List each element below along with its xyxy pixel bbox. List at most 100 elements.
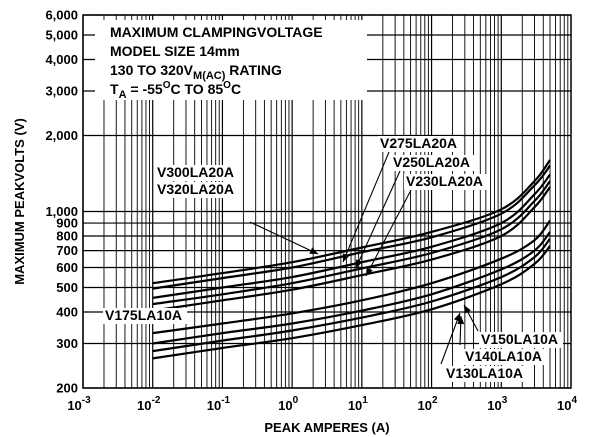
y-tick-label: 800 (56, 228, 78, 243)
note-line-3-main: 130 TO 320V (110, 62, 194, 78)
series-line-v140la10a (152, 237, 551, 353)
note-line-4-symbol: T (110, 81, 119, 97)
series-line-v250la20a (152, 180, 551, 306)
note-background (95, 20, 367, 100)
label-bg-v250la20a (391, 155, 476, 171)
x-tick-label: 100 (278, 395, 298, 413)
y-axis-title: MAXIMUM PEAKVOLTS (V) (12, 118, 27, 285)
series-line-v175la10a (152, 219, 551, 335)
note-line-4-subscript: A (119, 89, 127, 101)
note-line-4-part-c: C TO 85 (171, 81, 224, 97)
note-line-3-rest: RATING (225, 62, 282, 78)
x-tick-exponent: 4 (571, 395, 577, 406)
label-bg-v175la10a (103, 308, 188, 324)
plot-frame (82, 14, 572, 389)
series-line-v320la20a (152, 159, 551, 285)
x-tick-exponent: -2 (151, 395, 160, 406)
note-line-4-part-d: C (231, 81, 241, 97)
series-label-v130la10a: V130LA10A (446, 365, 523, 381)
series-line-v150la10a (152, 231, 551, 345)
note-line-3-subscript: M(AC) (193, 70, 226, 82)
label-bg-v300la20a (155, 165, 240, 181)
x-tick-exponent: 0 (293, 395, 299, 406)
label-arrows (249, 151, 479, 365)
series-label-v150la10a: V150LA10A (481, 331, 558, 347)
label-bg-v320la20a (155, 182, 240, 198)
arrow-line-v300la20a (249, 221, 319, 255)
y-tick-label: 2,000 (45, 128, 78, 143)
x-tick-exponent: 2 (432, 395, 438, 406)
arrowhead-v130la10a (453, 313, 461, 322)
arrowhead-v150la10a (464, 305, 471, 314)
y-tick-label: 1,000 (45, 204, 78, 219)
series-line-v300la20a (152, 164, 551, 290)
x-tick-base: 10 (557, 398, 571, 413)
x-tick-exponent: -3 (82, 395, 91, 406)
note-line-2: MODEL SIZE 14mm (110, 43, 240, 59)
note-line-4-part-b: = -55 (127, 81, 163, 97)
arrowhead-v230la20a (366, 267, 373, 276)
y-tick-label: 200 (56, 381, 78, 396)
note-line-3: 130 TO 320VM(AC) RATING (110, 62, 282, 82)
arrowhead-v300la20a (309, 247, 318, 254)
y-tick-label: 300 (56, 336, 78, 351)
x-tick-label: 10-2 (137, 395, 161, 413)
x-tick-base: 10 (207, 398, 221, 413)
series-label-v300la20a: V300LA20A (157, 164, 234, 180)
x-tick-label: 104 (557, 395, 577, 413)
series-line-v230la20a (152, 186, 551, 312)
x-tick-label: 101 (348, 395, 368, 413)
note-line-4: TA = -55OC TO 85OC (110, 80, 241, 101)
y-tick-label: 6,000 (45, 8, 78, 23)
label-bg-v275la20a (378, 136, 463, 152)
conditions-note: MAXIMUM CLAMPINGVOLTAGE MODEL SIZE 14mm … (95, 20, 367, 101)
arrow-line-v230la20a (365, 189, 412, 277)
note-line-1: MAXIMUM CLAMPINGVOLTAGE (110, 24, 323, 40)
y-tick-label: 500 (56, 280, 78, 295)
label-bg-v130la10a (444, 366, 529, 382)
y-tick-label: 5,000 (45, 27, 78, 42)
x-tick-base: 10 (67, 398, 81, 413)
x-tick-label: 10-3 (67, 395, 91, 413)
label-bg-v230la20a (404, 174, 489, 190)
x-tick-base: 10 (487, 398, 501, 413)
series-label-v250la20a: V250LA20A (393, 154, 470, 170)
y-tick-label: 400 (56, 304, 78, 319)
x-tick-label: 10-1 (207, 395, 231, 413)
series-line-v130la10a (152, 245, 551, 360)
x-tick-exponent: 3 (502, 395, 508, 406)
note-line-4-degree-2: O (223, 80, 231, 91)
x-tick-base: 10 (418, 398, 432, 413)
x-tick-base: 10 (137, 398, 151, 413)
series-label-v140la10a: V140LA10A (465, 348, 542, 364)
y-tick-label: 4,000 (45, 52, 78, 67)
x-tick-label: 103 (487, 395, 507, 413)
series-label-v275la20a: V275LA20A (380, 135, 457, 151)
arrow-line-v130la10a (440, 312, 461, 365)
x-axis-title: PEAK AMPERES (A) (264, 420, 389, 435)
series-label-v175la10a: V175LA10A (105, 307, 182, 323)
series-label-v230la20a: V230LA20A (406, 173, 483, 189)
series-line-v275la20a (152, 173, 551, 299)
y-tick-label: 600 (56, 260, 78, 275)
x-tick-exponent: 1 (362, 395, 368, 406)
note-line-4-degree-1: O (163, 80, 171, 91)
label-bg-v150la10a (479, 332, 564, 348)
arrowhead-v275la20a (342, 253, 350, 262)
arrow-line-v275la20a (342, 151, 390, 263)
arrowhead-v140la10a (457, 316, 465, 325)
y-tick-label: 700 (56, 243, 78, 258)
arrowhead-v250la20a (356, 259, 363, 268)
series-curves (152, 159, 551, 360)
x-tick-base: 10 (348, 398, 362, 413)
series-label-v320la20a: V320LA20A (157, 181, 234, 197)
y-tick-label: 3,000 (45, 84, 78, 99)
x-tick-exponent: -1 (221, 395, 230, 406)
label-bg-v140la10a (463, 349, 548, 365)
x-tick-base: 10 (278, 398, 292, 413)
y-tick-label: 900 (56, 216, 78, 231)
x-tick-labels: 10-3 10-2 10-1 100 101 102 103 104 (67, 395, 577, 413)
